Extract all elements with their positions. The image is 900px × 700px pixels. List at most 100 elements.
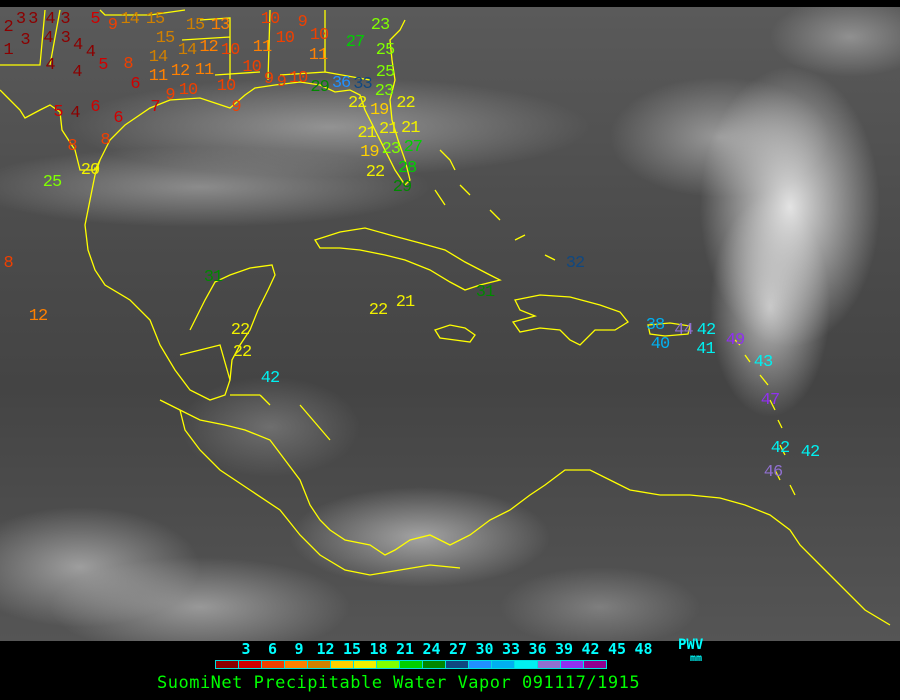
- station-pwv-value: 46: [763, 462, 783, 482]
- legend-tick: 12: [316, 640, 335, 658]
- station-pwv-value: 27: [403, 137, 423, 157]
- legend-swatch: [538, 661, 561, 668]
- station-pwv-value: 21: [379, 120, 398, 140]
- station-pwv-value: 23: [370, 15, 390, 35]
- station-pwv-value: 15: [185, 15, 205, 35]
- station-pwv-value: 22: [365, 162, 385, 182]
- legend-tick: 39: [554, 640, 574, 658]
- legend-swatch: [469, 661, 492, 668]
- station-pwv-value: 22: [368, 300, 388, 320]
- station-pwv-value: 42: [770, 438, 790, 458]
- legend-swatch: [285, 661, 308, 668]
- legend-swatch: [216, 661, 239, 668]
- station-pwv-value: 44: [674, 320, 693, 340]
- station-pwv-value: 22: [232, 342, 252, 362]
- legend-tick: 9: [294, 640, 304, 658]
- legend-tick: 15: [342, 640, 362, 658]
- legend-swatch: [561, 661, 584, 668]
- station-pwv-value: 12: [170, 61, 190, 81]
- station-pwv-value: 25: [375, 62, 395, 82]
- station-pwv-value: 3: [60, 10, 70, 29]
- map-caption: SuomiNet Precipitable Water Vapor 091117…: [157, 673, 641, 693]
- pwv-color-legend: 3 6 9 12 15 18 21 24 27 30 33 36 39 42 45 48 PWV mm Suo…: [0, 637, 900, 700]
- station-pwv-value: 2: [3, 17, 14, 37]
- station-pwv-value: 19: [360, 143, 379, 163]
- station-pwv-value: 6: [90, 97, 100, 117]
- legend-swatch: [400, 661, 423, 668]
- station-pwv-value: 10: [275, 29, 295, 49]
- station-pwv-value: 8: [67, 136, 77, 156]
- station-pwv-value: 4: [72, 62, 82, 82]
- station-pwv-value: 5: [53, 102, 63, 122]
- station-pwv-value: 47: [760, 390, 780, 410]
- station-pwv-value: 6: [130, 74, 140, 94]
- station-pwv-value: 11: [252, 37, 272, 57]
- jamaica: [434, 324, 476, 343]
- station-pwv-value: 3: [28, 10, 38, 29]
- station-pwv-value: 9: [231, 97, 241, 117]
- station-pwv-value: 15: [145, 10, 165, 29]
- station-pwv-value: 10: [309, 25, 329, 45]
- station-pwv-value: 11: [148, 67, 168, 87]
- station-pwv-value: 40: [650, 335, 670, 355]
- station-pwv-value: 4: [45, 55, 55, 75]
- station-pwv-value: 29: [392, 178, 412, 198]
- legend-unit-title: PWV: [678, 637, 704, 653]
- legend-swatch: [423, 661, 446, 668]
- station-pwv-value: 42: [800, 442, 820, 462]
- station-pwv-value: 8: [100, 130, 110, 150]
- legend-tick: 36: [528, 640, 547, 658]
- legend-swatch: [331, 661, 354, 668]
- legend-tick: 48: [634, 640, 653, 658]
- station-pwv-value: 6: [113, 108, 123, 128]
- station-pwv-value: 14: [177, 40, 197, 60]
- lesser-antilles: [734, 339, 796, 496]
- legend-tick: 6: [267, 640, 278, 658]
- station-pwv-value: 5: [90, 10, 100, 29]
- station-pwv-value: 5: [98, 55, 108, 75]
- station-pwv-value: 31: [203, 267, 223, 287]
- legend-tick: 42: [581, 640, 600, 658]
- station-pwv-value: 10: [260, 10, 280, 29]
- gulf-coast: [0, 19, 411, 187]
- station-pwv-value: 25: [42, 172, 62, 192]
- station-pwv-value: 22: [396, 93, 415, 113]
- station-pwv-value: 41: [696, 340, 715, 360]
- legend-swatch: [515, 661, 538, 668]
- station-pwv-value: 10: [220, 40, 240, 60]
- station-pwv-value: 4: [72, 35, 83, 55]
- bahamas: [434, 149, 556, 261]
- state-borders: [0, 9, 371, 81]
- station-pwv-value: 8: [123, 55, 133, 75]
- legend-tick: 33: [501, 640, 521, 658]
- station-pwv-value: 11: [308, 45, 328, 65]
- station-pwv-value: 23: [381, 139, 401, 159]
- coastline-overlay: [0, 9, 891, 626]
- legend-swatch: [446, 661, 469, 668]
- station-pwv-value: 31: [475, 282, 495, 302]
- station-pwv-value: 9: [276, 72, 287, 92]
- texas-mexico-coast: [84, 159, 276, 401]
- station-pwv-value: 3: [15, 10, 26, 29]
- station-pwv-value: 9: [297, 12, 308, 32]
- legend-tick: 21: [395, 640, 415, 658]
- station-pwv-value: 21: [357, 123, 376, 143]
- station-pwv-value: 29: [310, 77, 329, 97]
- station-pwv-value: 38: [645, 315, 665, 335]
- puerto-rico: [647, 322, 691, 337]
- legend-tick: 24: [422, 640, 441, 658]
- legend-swatch: [377, 661, 400, 668]
- legend-tick: 27: [448, 640, 468, 658]
- station-pwv-value: 10: [288, 68, 308, 88]
- station-pwv-value: 8: [3, 253, 14, 273]
- legend-swatch: [239, 661, 262, 668]
- station-pwv-value: 14: [148, 48, 168, 68]
- station-pwv-value: 19: [369, 100, 389, 120]
- station-pwv-value: 11: [194, 60, 214, 80]
- station-pwv-value: 13: [210, 15, 230, 35]
- station-pwv-value: 10: [242, 57, 261, 77]
- station-pwv-value: 4: [45, 10, 55, 29]
- station-pwv-value: 9: [107, 15, 118, 35]
- legend-tick: 18: [369, 640, 388, 658]
- station-pwv-value: 28: [397, 158, 417, 178]
